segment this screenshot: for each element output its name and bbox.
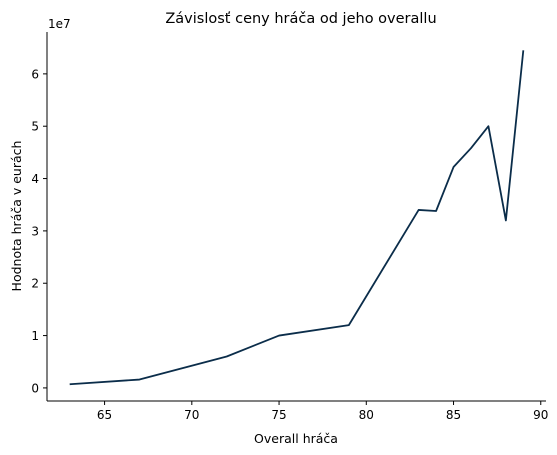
- x-tick-label: 65: [97, 408, 112, 422]
- y-axis-offset-label: 1e7: [48, 17, 71, 31]
- x-tick-label: 75: [271, 408, 286, 422]
- x-tick-label: 80: [359, 408, 374, 422]
- x-axis: 65 70 75 80 85 90: [97, 401, 548, 422]
- y-tick-label: 0: [31, 381, 39, 395]
- x-tick-label: 90: [533, 408, 548, 422]
- y-axis: 0 1 2 3 4 5 6: [31, 67, 47, 395]
- y-tick-label: 6: [31, 67, 39, 81]
- chart-title: Závislosť ceny hráča od jeho overallu: [165, 11, 436, 27]
- x-tick-label: 85: [446, 408, 461, 422]
- plot-area: [69, 50, 525, 386]
- x-tick-label: 70: [184, 408, 199, 422]
- y-tick-label: 3: [31, 224, 39, 238]
- y-tick-label: 4: [31, 172, 39, 186]
- series-line: [69, 50, 525, 386]
- y-axis-label: Hodnota hráča v eurách: [9, 141, 24, 292]
- y-tick-label: 1: [31, 329, 39, 343]
- y-tick-label: 2: [31, 277, 39, 291]
- y-tick-label: 5: [31, 120, 39, 134]
- x-axis-label: Overall hráča: [254, 431, 338, 446]
